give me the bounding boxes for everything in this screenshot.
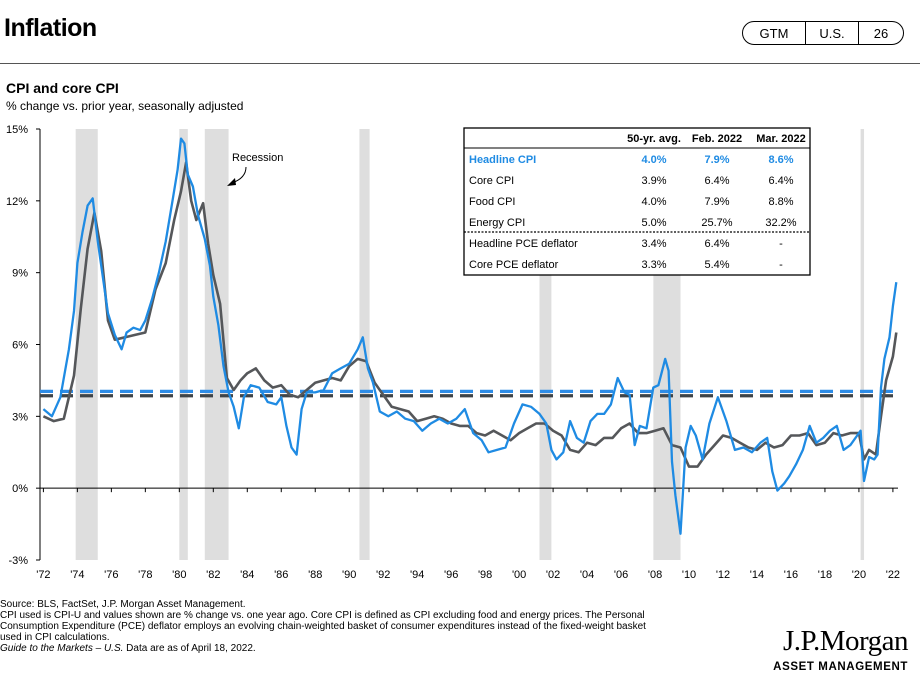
table-cell: 5.4% [704,259,729,271]
footnote-line-3: used in CPI calculations. [0,632,110,643]
x-tick-label: '00 [512,569,526,581]
jpmorgan-logo: J.P.Morgan ASSET MANAGEMENT [773,626,908,673]
guide-title: Guide to the Markets – U.S. [0,643,124,654]
page-badge: GTM U.S. 26 [742,21,904,45]
table-cell: 7.9% [704,196,729,208]
table-cell: 7.9% [704,154,729,166]
table-cell: 3.3% [641,259,666,271]
recession-annotation: Recession [232,152,283,164]
chart-title: CPI and core CPI [6,80,119,96]
table-row-label: Core PCE deflator [469,259,559,271]
x-tick-label: '94 [410,569,424,581]
table-cell: 4.0% [641,154,666,166]
guide-date: Data are as of April 18, 2022. [123,643,256,654]
y-tick-label: 3% [12,411,28,423]
x-tick-label: '76 [104,569,118,581]
x-tick-label: '12 [716,569,730,581]
footnote-line-2: Consumption Expenditure (PCE) deflator e… [0,621,646,632]
x-tick-label: '96 [444,569,458,581]
x-tick-label: '78 [138,569,152,581]
table-cell: 6.4% [704,238,729,250]
table-row-label: Core CPI [469,175,514,187]
badge-gtm: GTM [743,22,806,44]
x-tick-label: '84 [240,569,254,581]
recession-band-4 [539,129,552,560]
table-cell: 6.4% [768,175,793,187]
table-cell: 5.0% [641,217,666,229]
y-tick-label: 0% [12,483,28,495]
x-tick-label: '16 [784,569,798,581]
table-row-label: Headline CPI [469,154,536,166]
x-tick-label: '18 [818,569,832,581]
recession-band-2 [204,129,229,560]
x-tick-label: '90 [342,569,356,581]
table-cell: 4.0% [641,196,666,208]
table-column-header: 50-yr. avg. [627,133,681,145]
chart-subtitle: % change vs. prior year, seasonally adju… [6,99,244,113]
x-tick-label: '14 [750,569,764,581]
recession-band-1 [179,129,188,560]
x-tick-label: '02 [546,569,560,581]
table-frame [463,127,811,276]
table-cell: - [779,259,783,271]
x-tick-label: '06 [614,569,628,581]
badge-page-number: 26 [873,25,889,41]
x-tick-label: '98 [478,569,492,581]
table-cell: 32.2% [765,217,796,229]
cpi-line-chart: -3% 0% 3% 6% 9% 12% 15% '72 '74 '76 '78 '80 '82 '84 '8… [6,124,900,581]
y-tick-label: 15% [6,124,28,136]
x-tick-label: '88 [308,569,322,581]
y-tick-label: -3% [8,555,28,567]
recession-band-6 [860,129,865,560]
x-tick-label: '10 [682,569,696,581]
footnote-source: Source: BLS, FactSet, J.P. Morgan Asset … [0,599,246,610]
table-column-header: Mar. 2022 [756,133,806,145]
table-cell: 6.4% [704,175,729,187]
y-tick-label: 6% [12,340,28,352]
table-row-label: Energy CPI [469,217,525,229]
x-tick-label: '82 [206,569,220,581]
table-column-header: Feb. 2022 [692,133,742,145]
badge-region: U.S. [806,22,859,44]
y-tick-label: 9% [12,268,28,280]
table-cell: 25.7% [701,217,732,229]
headline-cpi-line [42,137,898,535]
footnote-line-1: CPI used is CPI-U and values shown are %… [0,610,645,621]
x-tick-label: '20 [852,569,866,581]
x-tick-label: '80 [172,569,186,581]
table-cell: 8.8% [768,196,793,208]
footnote-guide: Guide to the Markets – U.S. Data are as … [0,643,760,654]
x-tick-label: '04 [580,569,594,581]
footnotes: Source: BLS, FactSet, J.P. Morgan Asset … [0,599,760,654]
y-tick-label: 12% [6,196,28,208]
recession-arrowhead [227,178,236,186]
x-tick-label: '22 [886,569,900,581]
x-tick-label: '72 [36,569,50,581]
header-divider [0,63,920,64]
x-tick-label: '08 [648,569,662,581]
table-row-label: Headline PCE deflator [469,238,578,250]
x-tick-label: '92 [376,569,390,581]
table-cell: 3.4% [641,238,666,250]
recession-band-0 [75,129,98,560]
page-title: Inflation [4,14,97,42]
logo-wordmark: J.P.Morgan [783,625,908,657]
table-cell: 3.9% [641,175,666,187]
table-cell: - [779,238,783,250]
x-tick-label: '86 [274,569,288,581]
x-tick-label: '74 [70,569,84,581]
logo-subtitle: ASSET MANAGEMENT [773,661,908,673]
inflation-table: 50-yr. avg. Feb. 2022 Mar. 2022 Headline CP… [463,127,811,276]
table-row-label: Food CPI [469,196,515,208]
table-cell: 8.6% [768,154,793,166]
